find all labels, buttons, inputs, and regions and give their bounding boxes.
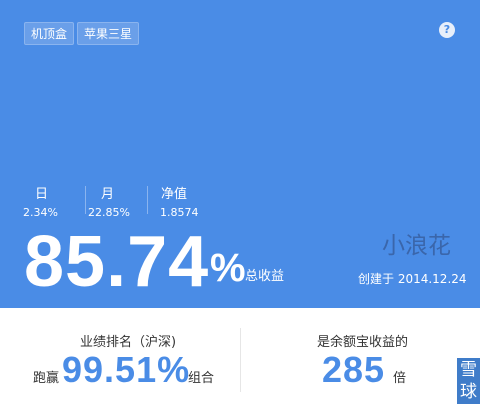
xueqiu-logo: 雪 球 [457, 358, 480, 404]
tag-set-top-box[interactable]: 机顶盒 [24, 22, 75, 45]
xueqiu-logo-char: 雪 [460, 360, 477, 380]
yuebao-title: 是余额宝收益的 [317, 335, 409, 350]
yuebao-multiple-value: 285 [322, 349, 386, 390]
ranking-prefix: 跑赢 [33, 371, 60, 386]
net-value-value: 1.8574 [160, 206, 199, 219]
monthly-return-label: 月 [101, 187, 115, 202]
net-value: 净值 1.8574 [160, 187, 199, 220]
section-divider [240, 328, 241, 392]
monthly-return: 月 22.85% [88, 187, 130, 220]
total-return-value: 85.74 [24, 222, 210, 302]
daily-return-value: 2.34% [23, 206, 58, 219]
stat-divider [85, 186, 86, 214]
daily-return: 日 2.34% [23, 187, 58, 220]
created-date: 创建于 2014.12.24 [358, 272, 467, 286]
stat-divider [147, 186, 148, 214]
net-value-label: 净值 [161, 187, 188, 202]
ranking-suffix: 组合 [188, 371, 215, 386]
help-icon[interactable]: ? [439, 22, 455, 38]
ranking-value: 99.51% [62, 349, 191, 390]
daily-return-label: 日 [35, 187, 49, 202]
author-name[interactable]: 小浪花 [382, 233, 451, 259]
portfolio-header: 机顶盒 苹果三星 ? 日 2.34% 月 22.85% 净值 1.8574 85… [0, 0, 480, 308]
xueqiu-logo-char: 球 [460, 382, 477, 402]
total-return-percent-sign: % [210, 246, 246, 290]
tag-apple-samsung[interactable]: 苹果三星 [77, 22, 140, 45]
yuebao-suffix: 倍 [393, 371, 407, 386]
ranking-title: 业绩排名（沪深) [80, 335, 177, 350]
monthly-return-value: 22.85% [88, 206, 130, 219]
total-return-label: 总收益 [245, 269, 285, 284]
